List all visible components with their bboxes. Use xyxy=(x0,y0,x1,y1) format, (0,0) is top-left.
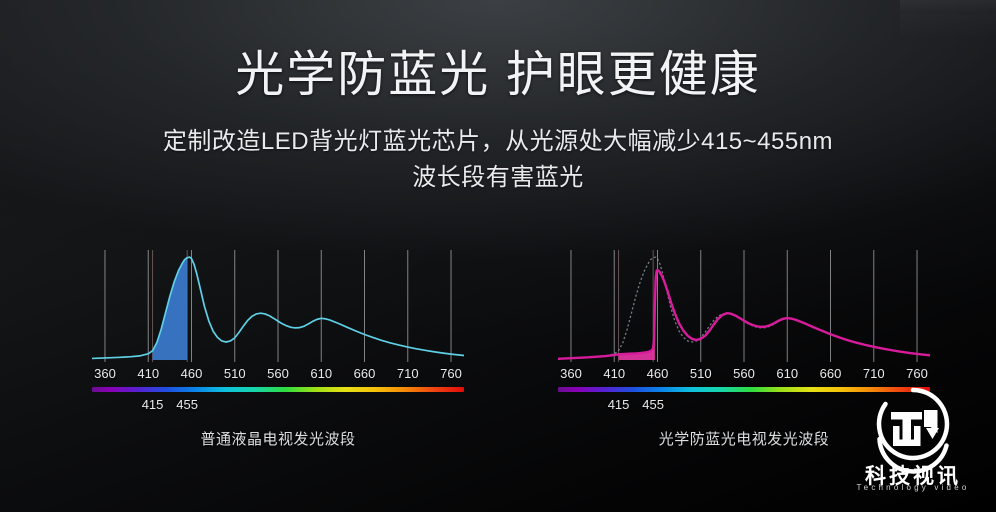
x-axis-tick-label: 510 xyxy=(223,366,246,381)
spectrum-curve xyxy=(558,268,930,360)
x-axis-tick-label: 510 xyxy=(689,366,712,381)
spectrum-chart-normal: 360 410 460 510 560 610 660 710 760 415 455 xyxy=(92,246,464,412)
brand-logo: 科技视讯 Technology video xyxy=(838,382,988,502)
chart-canvas xyxy=(558,250,930,362)
x-axis-tick-label: 560 xyxy=(267,366,289,381)
visible-spectrum-bar xyxy=(92,387,464,392)
x-axis-tick-label: 410 xyxy=(137,366,160,381)
x-axis-tick-label: 360 xyxy=(94,366,116,381)
page-subtitle: 定制改造LED背光灯蓝光芯片，从光源处大幅减少415~455nm 波长段有害蓝光 xyxy=(0,124,996,196)
spectrum-chart-bluelight-filtered: 360 410 460 510 560 610 660 710 760 415 455 xyxy=(558,246,930,412)
top-right-artifact-fade xyxy=(900,14,996,38)
x-axis-tick-label: 660 xyxy=(819,366,842,381)
x-axis-tick-label: 710 xyxy=(862,366,885,381)
x-axis: 360 410 460 510 560 610 660 710 760 xyxy=(92,364,464,384)
chart-canvas xyxy=(92,250,464,362)
x-axis-tick-label: 610 xyxy=(776,366,799,381)
x-axis-tick-label: 460 xyxy=(180,366,203,381)
harmful-blue-band-fill xyxy=(152,257,188,360)
x-axis-tick-label: 710 xyxy=(396,366,419,381)
x-axis-tick-label: 410 xyxy=(603,366,626,381)
x-axis-tick-label: 460 xyxy=(646,366,669,381)
blue-band-tick-label: 415 xyxy=(607,397,630,412)
top-right-artifact xyxy=(900,0,996,14)
logo-text-cn: 科技视讯 xyxy=(865,465,961,488)
reference-curve xyxy=(558,256,930,360)
x-axis-tick-label: 760 xyxy=(906,366,928,381)
subtitle-line-2: 波长段有害蓝光 xyxy=(412,164,584,191)
subtitle-line-1: 定制改造LED背光灯蓝光芯片，从光源处大幅减少415~455nm xyxy=(162,128,834,155)
x-axis: 360 410 460 510 560 610 660 710 760 xyxy=(558,364,930,384)
chart-caption-filtered: 光学防蓝光电视发光波段 xyxy=(658,431,830,448)
x-axis-tick-label: 660 xyxy=(353,366,376,381)
x-axis-tick-label: 560 xyxy=(733,366,755,381)
chart-caption-normal: 普通液晶电视发光波段 xyxy=(200,431,356,448)
blue-band-tick-label: 455 xyxy=(176,397,199,412)
logo-text-en: Technology video xyxy=(856,483,970,492)
tv-monogram-icon xyxy=(876,387,950,474)
x-axis-tick-label: 360 xyxy=(560,366,582,381)
blue-band-tick-label: 415 xyxy=(141,397,164,412)
x-axis-tick-label: 610 xyxy=(310,366,333,381)
spectrum-curve xyxy=(92,256,464,360)
blue-band-tick-label: 455 xyxy=(642,397,665,412)
visible-spectrum-bar xyxy=(558,387,930,392)
x-axis-tick-label: 760 xyxy=(440,366,462,381)
page-title: 光学防蓝光 护眼更健康 xyxy=(235,48,761,102)
